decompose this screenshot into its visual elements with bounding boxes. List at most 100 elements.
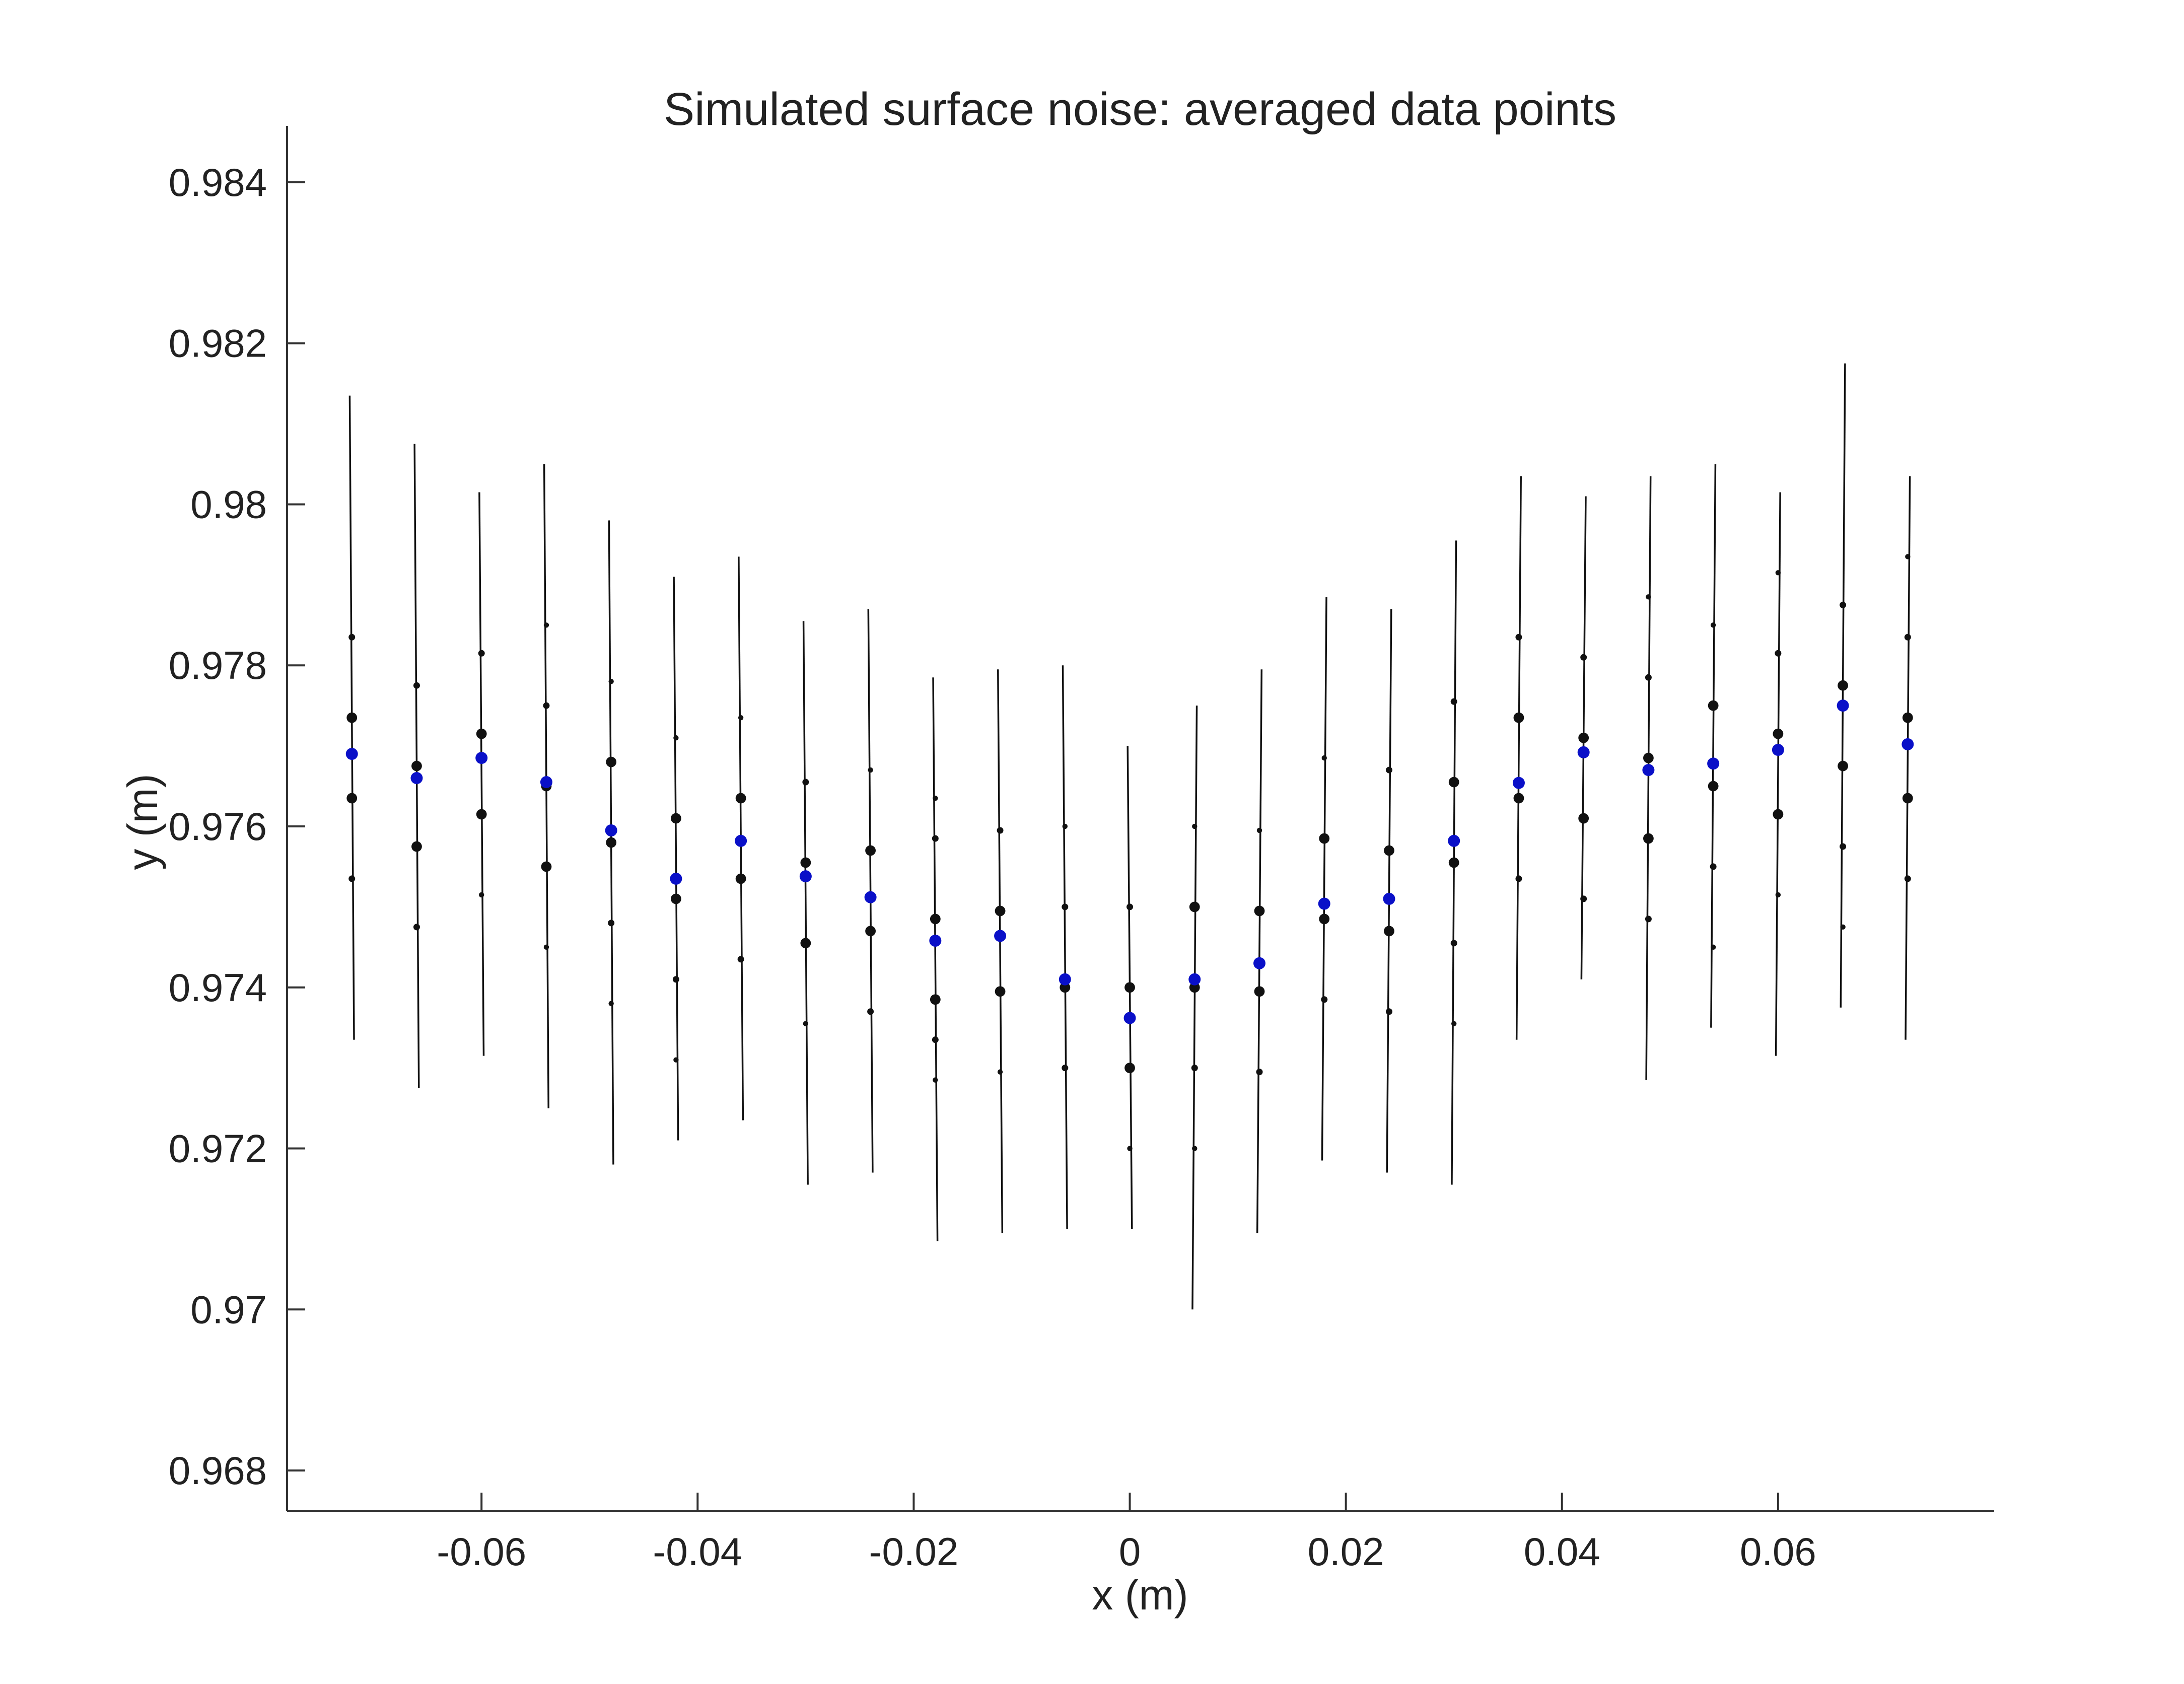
- ray-line: [802, 621, 809, 1185]
- y-tick-label: 0.974: [169, 965, 267, 1010]
- averaged-point: [605, 824, 617, 836]
- x-tick-label: 0.04: [1524, 1529, 1600, 1574]
- sample-point: [997, 827, 1004, 834]
- averaged-point: [994, 930, 1007, 942]
- sample-point: [1515, 875, 1522, 882]
- sample-point: [1578, 732, 1589, 743]
- sample-point: [1127, 1146, 1133, 1151]
- sample-point: [802, 779, 809, 786]
- ray-line: [673, 577, 679, 1141]
- sample-point: [1710, 944, 1716, 950]
- sample-point: [541, 861, 552, 872]
- averaged-point: [1512, 777, 1525, 789]
- y-axis-label: y (m): [119, 774, 166, 870]
- averaged-point: [1707, 757, 1720, 770]
- sample-point: [737, 956, 744, 963]
- sample-point: [1448, 857, 1459, 868]
- sample-point: [1578, 813, 1589, 824]
- averaged-point: [1901, 738, 1914, 750]
- sample-point: [1643, 833, 1654, 844]
- sample-point: [1319, 914, 1330, 925]
- sample-point: [1840, 843, 1847, 850]
- averaged-point: [670, 872, 682, 885]
- ray-line: [1256, 669, 1263, 1233]
- y-axis-ticks: 0.968 0.97 0.972 0.974 0.976 0.978 0.98 0.982 0.…: [169, 160, 305, 1493]
- sample-point: [608, 678, 614, 684]
- averaged-point: [1383, 892, 1395, 905]
- x-tick-label: 0.02: [1308, 1529, 1384, 1574]
- sample-point: [1124, 982, 1135, 993]
- averaged-point: [1253, 957, 1266, 969]
- sample-point: [1192, 823, 1197, 829]
- sample-point: [995, 986, 1006, 997]
- sample-point: [1840, 924, 1846, 930]
- sample-point: [543, 702, 550, 709]
- averaged-point: [475, 752, 488, 764]
- sample-point: [671, 813, 681, 824]
- x-tick-label: -0.04: [653, 1529, 742, 1574]
- sample-point: [735, 873, 746, 884]
- sample-point: [1773, 728, 1784, 739]
- averaged-point: [1448, 834, 1460, 847]
- y-tick-label: 0.972: [169, 1127, 267, 1171]
- y-tick-label: 0.984: [169, 160, 267, 204]
- sample-point: [346, 793, 358, 804]
- sample-point: [1256, 1069, 1263, 1076]
- averaged-point: [929, 935, 942, 947]
- sample-point: [1708, 700, 1719, 711]
- sample-point: [1256, 827, 1262, 833]
- averaged-point: [1188, 973, 1201, 986]
- chart-title: Simulated surface noise: averaged data p…: [664, 84, 1616, 135]
- sample-point: [1645, 916, 1652, 923]
- sample-point: [1384, 845, 1394, 856]
- sample-point: [476, 809, 487, 820]
- y-tick-label: 0.976: [169, 804, 267, 849]
- sample-point: [1321, 996, 1328, 1003]
- sample-point: [1450, 940, 1457, 947]
- sample-point: [1643, 752, 1654, 763]
- sample-point: [1321, 755, 1327, 761]
- averaged-point: [735, 834, 747, 847]
- sample-point: [1840, 601, 1847, 608]
- sample-point: [1254, 905, 1265, 917]
- x-axis-label: x (m): [1092, 1571, 1188, 1619]
- averaged-point: [1837, 699, 1849, 712]
- averaged-point: [799, 870, 812, 883]
- sample-point: [1126, 903, 1134, 910]
- averaged-point: [345, 748, 358, 760]
- averaged-point: [1059, 973, 1071, 986]
- sample-point: [543, 622, 549, 628]
- averaged-point: [1318, 897, 1330, 910]
- y-tick-label: 0.97: [190, 1287, 267, 1331]
- averaged-points: [345, 699, 1914, 1024]
- sample-point: [348, 875, 356, 882]
- ray-line: [997, 669, 1004, 1233]
- sample-point: [933, 795, 938, 801]
- sample-point: [1775, 892, 1781, 898]
- x-tick-label: 0.06: [1740, 1529, 1816, 1574]
- y-tick-label: 0.98: [190, 482, 267, 526]
- sample-point: [543, 944, 549, 950]
- sample-point: [346, 712, 358, 723]
- sample-point: [606, 837, 617, 848]
- sample-points: [346, 554, 1913, 1151]
- sample-point: [738, 715, 744, 721]
- sample-point: [672, 976, 679, 983]
- sample-point: [1773, 809, 1784, 820]
- sample-point: [1062, 1065, 1069, 1072]
- sample-point: [478, 650, 485, 657]
- sample-point: [1450, 698, 1457, 705]
- sample-point: [932, 1036, 939, 1043]
- sample-point: [1902, 712, 1913, 723]
- averaged-point: [540, 776, 552, 789]
- sample-point: [1513, 712, 1524, 723]
- sample-point: [868, 767, 873, 773]
- sample-point: [411, 760, 422, 771]
- sample-point: [995, 905, 1006, 917]
- sample-point: [413, 924, 420, 931]
- x-tick-label: 0: [1119, 1529, 1141, 1574]
- ray-line: [1515, 476, 1522, 1040]
- sample-point: [479, 892, 484, 898]
- sample-point: [411, 841, 422, 852]
- sample-point: [1062, 823, 1068, 829]
